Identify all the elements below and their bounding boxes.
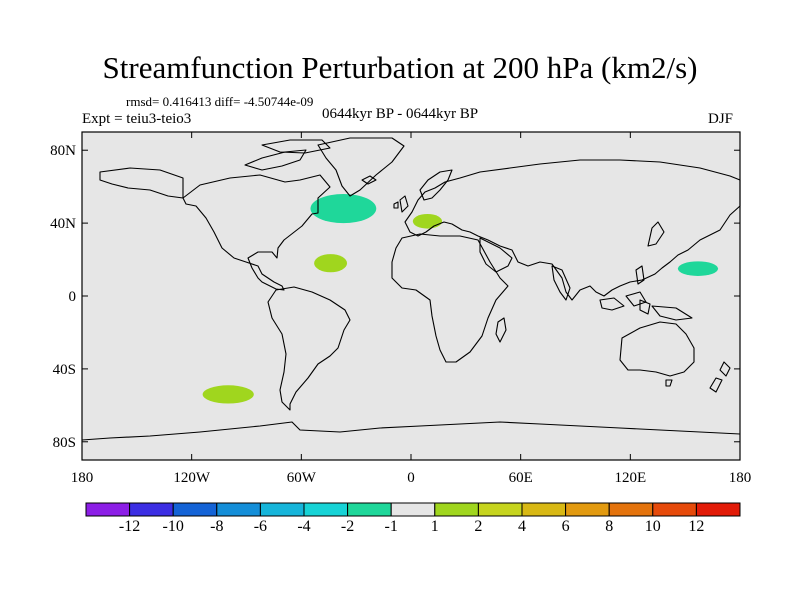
lon-tick-label: 0 bbox=[407, 470, 415, 486]
map-background bbox=[82, 132, 740, 460]
colorbar-label: 2 bbox=[474, 518, 483, 535]
colorbar-swatch bbox=[216, 502, 261, 517]
colorbar-swatch bbox=[434, 502, 479, 517]
colorbar-label: -6 bbox=[253, 518, 268, 535]
season-label: DJF bbox=[708, 111, 734, 127]
anomaly-layer bbox=[202, 193, 719, 404]
colorbar-swatch bbox=[565, 502, 610, 517]
colorbar-swatch bbox=[172, 502, 218, 517]
lat-tick-label: 40N bbox=[50, 216, 76, 232]
colorbar-label: -10 bbox=[162, 518, 184, 535]
lat-tick-label: 40S bbox=[53, 362, 76, 378]
lat-tick-label: 0 bbox=[69, 289, 77, 305]
lon-tick-label: 60E bbox=[509, 470, 533, 486]
anomaly-south-pacific bbox=[202, 385, 254, 404]
colorbar-label: 8 bbox=[605, 518, 614, 535]
colorbar-swatch bbox=[652, 502, 697, 517]
colorbar bbox=[85, 502, 741, 517]
colorbar-label: 6 bbox=[561, 518, 570, 535]
colorbar-label: -12 bbox=[118, 518, 141, 535]
colorbar-swatch bbox=[390, 502, 436, 517]
colorbar-swatch bbox=[347, 502, 392, 517]
colorbar-label: 12 bbox=[688, 518, 705, 535]
experiment-label: Expt = teiu3-teio3 bbox=[82, 111, 192, 127]
colorbar-label: -8 bbox=[210, 518, 224, 535]
lon-tick-label: 120E bbox=[614, 470, 646, 486]
rmsd-text: rmsd= 0.416413 diff= -4.50744e-09 bbox=[126, 94, 314, 109]
colorbar-swatch bbox=[85, 502, 131, 517]
lon-tick-label: 60W bbox=[287, 470, 317, 486]
axis-layer: 80N 40N 0 40S 80S 180 120W 60W 0 60E 120E 180 bbox=[50, 132, 751, 486]
lat-tick-label: 80S bbox=[53, 435, 76, 451]
colorbar-label: 10 bbox=[644, 518, 661, 535]
colorbar-label: -2 bbox=[340, 518, 355, 535]
anomaly-subtropical-atlantic bbox=[314, 254, 348, 273]
anomaly-north-atlantic bbox=[310, 193, 377, 224]
colorbar-swatch bbox=[477, 502, 523, 517]
coastlines bbox=[81, 137, 741, 441]
colorbar-label: 1 bbox=[430, 518, 439, 535]
colorbar-swatch bbox=[608, 502, 654, 517]
lon-tick-label: 120W bbox=[173, 470, 211, 486]
colorbar-swatch bbox=[129, 502, 174, 517]
colorbar-swatch bbox=[303, 502, 349, 517]
colorbar-swatch bbox=[521, 502, 567, 517]
anomaly-mediterranean bbox=[412, 214, 443, 229]
anomaly-west-pacific bbox=[677, 261, 719, 276]
colorbar-label: -4 bbox=[297, 518, 311, 535]
lon-tick-label: 180 bbox=[71, 470, 94, 486]
plot-title: Streamfunction Perturbation at 200 hPa (… bbox=[102, 50, 698, 85]
lat-tick-label: 80N bbox=[50, 143, 76, 159]
lon-tick-label: 180 bbox=[729, 470, 752, 486]
colorbar-swatch bbox=[259, 502, 305, 517]
colorbar-swatch bbox=[695, 502, 741, 517]
colorbar-label: 4 bbox=[518, 518, 526, 535]
period-label: 0644kyr BP - 0644kyr BP bbox=[322, 106, 479, 122]
colorbar-label: -1 bbox=[384, 518, 398, 535]
